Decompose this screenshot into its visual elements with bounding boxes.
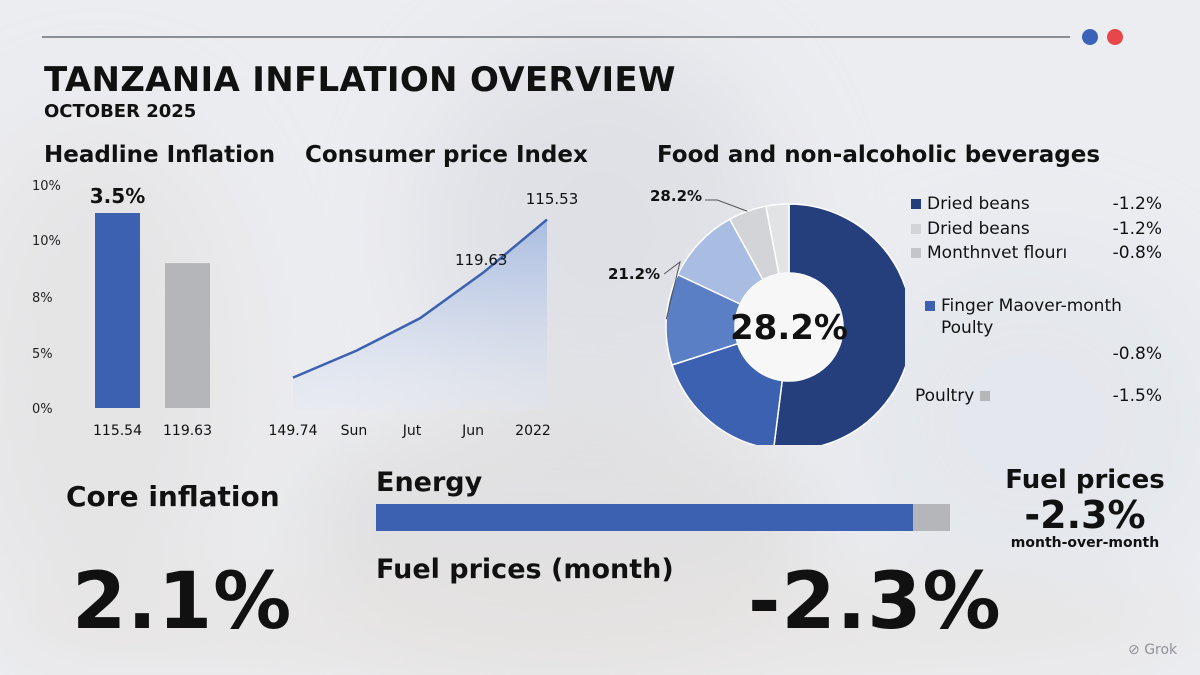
y-tick-label: 10% xyxy=(32,179,61,194)
legend-label: Poultry xyxy=(915,386,975,406)
legend-swatch xyxy=(980,391,991,401)
legend-item: Finger Maover-month Poulty xyxy=(925,296,1122,338)
legend-swatch xyxy=(911,224,921,234)
x-tick-label: Sun xyxy=(341,423,368,439)
headline-inflation-chart: 10% 10% 8% 5% 0% 115.54 119.63 3.5% xyxy=(32,179,212,439)
watermark-text: Grok xyxy=(1144,642,1178,658)
legend-value: -1.2% xyxy=(1112,194,1162,214)
legend-swatch xyxy=(911,199,921,209)
x-tick-label: 119.63 xyxy=(163,423,212,439)
grok-watermark: ⊘ Grok xyxy=(1128,642,1177,658)
core-inflation-value: 2.1% xyxy=(72,557,293,647)
headline-inflation-title: Headline Inflation xyxy=(44,142,276,168)
energy-label: Energy xyxy=(376,467,483,498)
red-dot-icon xyxy=(1107,29,1123,45)
fuel-prices-summary: Fuel prices -2.3% month-over-month xyxy=(1005,465,1165,551)
legend-item: Dried beans xyxy=(911,219,1030,239)
header-divider xyxy=(42,36,1070,38)
callout-line xyxy=(663,260,681,320)
legend-value: -1.5% xyxy=(1112,386,1162,406)
food-title: Food and non-alcoholic beverages xyxy=(657,142,1101,168)
x-tick-label: 115.54 xyxy=(93,423,142,439)
x-tick-label: 149.74 xyxy=(269,423,318,439)
legend-value: -1.2% xyxy=(1112,219,1162,239)
fuel-prices-month-label: Fuel prices (month) xyxy=(376,554,674,585)
legend-item: Monthnvet flourı xyxy=(911,243,1067,263)
y-tick-label: 10% xyxy=(32,234,61,249)
energy-progress-bar xyxy=(376,504,950,531)
legend-label: Dried beans xyxy=(927,219,1030,239)
grok-logo-icon: ⊘ xyxy=(1128,642,1140,658)
legend-label: Monthnvet flourı xyxy=(927,243,1068,263)
energy-progress-fill xyxy=(376,504,913,531)
callout-line xyxy=(705,199,748,212)
y-tick-label: 5% xyxy=(32,347,53,362)
cpi-area-chart: 149.74 Sun Jut Jun 2022 119.63 115.53 xyxy=(269,190,579,439)
cpi-title: Consumer price Index xyxy=(305,142,588,168)
x-tick-label: 2022 xyxy=(515,423,551,439)
data-label: 115.53 xyxy=(526,190,579,208)
data-label: 119.63 xyxy=(455,251,508,269)
x-tick-label: Jun xyxy=(461,423,484,439)
data-label: 28.2% xyxy=(650,187,702,205)
donut-center-label: 28.2% xyxy=(730,308,848,348)
data-label: 21.2% xyxy=(608,265,660,283)
bar xyxy=(95,213,140,408)
legend-swatch xyxy=(911,248,921,258)
legend-label: Finger Maover-month xyxy=(941,296,1122,316)
legend-label-line2: Poulty xyxy=(941,318,994,338)
cpi-area xyxy=(293,219,547,410)
y-tick-label: 8% xyxy=(32,291,53,306)
donut-hole xyxy=(735,273,843,381)
legend-item: Poultry xyxy=(915,386,996,406)
x-tick-label: Jut xyxy=(402,423,422,439)
page-subtitle: OCTOBER 2025 xyxy=(44,101,197,122)
legend-value: -0.8% xyxy=(1112,243,1162,263)
fuel-prices-value: -2.3% xyxy=(1024,493,1146,537)
data-label: 3.5% xyxy=(90,184,145,208)
bar xyxy=(165,263,210,408)
cpi-line xyxy=(292,218,548,379)
fuel-prices-note: month-over-month xyxy=(1010,535,1160,551)
legend-value: -0.8% xyxy=(1112,344,1162,364)
legend-item: Dried beans xyxy=(911,194,1030,214)
fuel-prices-label: Fuel prices xyxy=(1005,465,1165,495)
y-tick-label: 0% xyxy=(32,402,53,417)
legend-label: Dried beans xyxy=(927,194,1030,214)
core-inflation-label: Core inflation xyxy=(66,480,280,513)
page-title: TANZANIA INFLATION OVERVIEW xyxy=(44,60,676,100)
blue-dot-icon xyxy=(1082,29,1098,45)
fuel-prices-month-value: -2.3% xyxy=(748,557,1002,647)
food-donut-chart: 28.2% 28.2% 21.2% xyxy=(608,187,905,445)
legend-swatch xyxy=(925,301,935,311)
